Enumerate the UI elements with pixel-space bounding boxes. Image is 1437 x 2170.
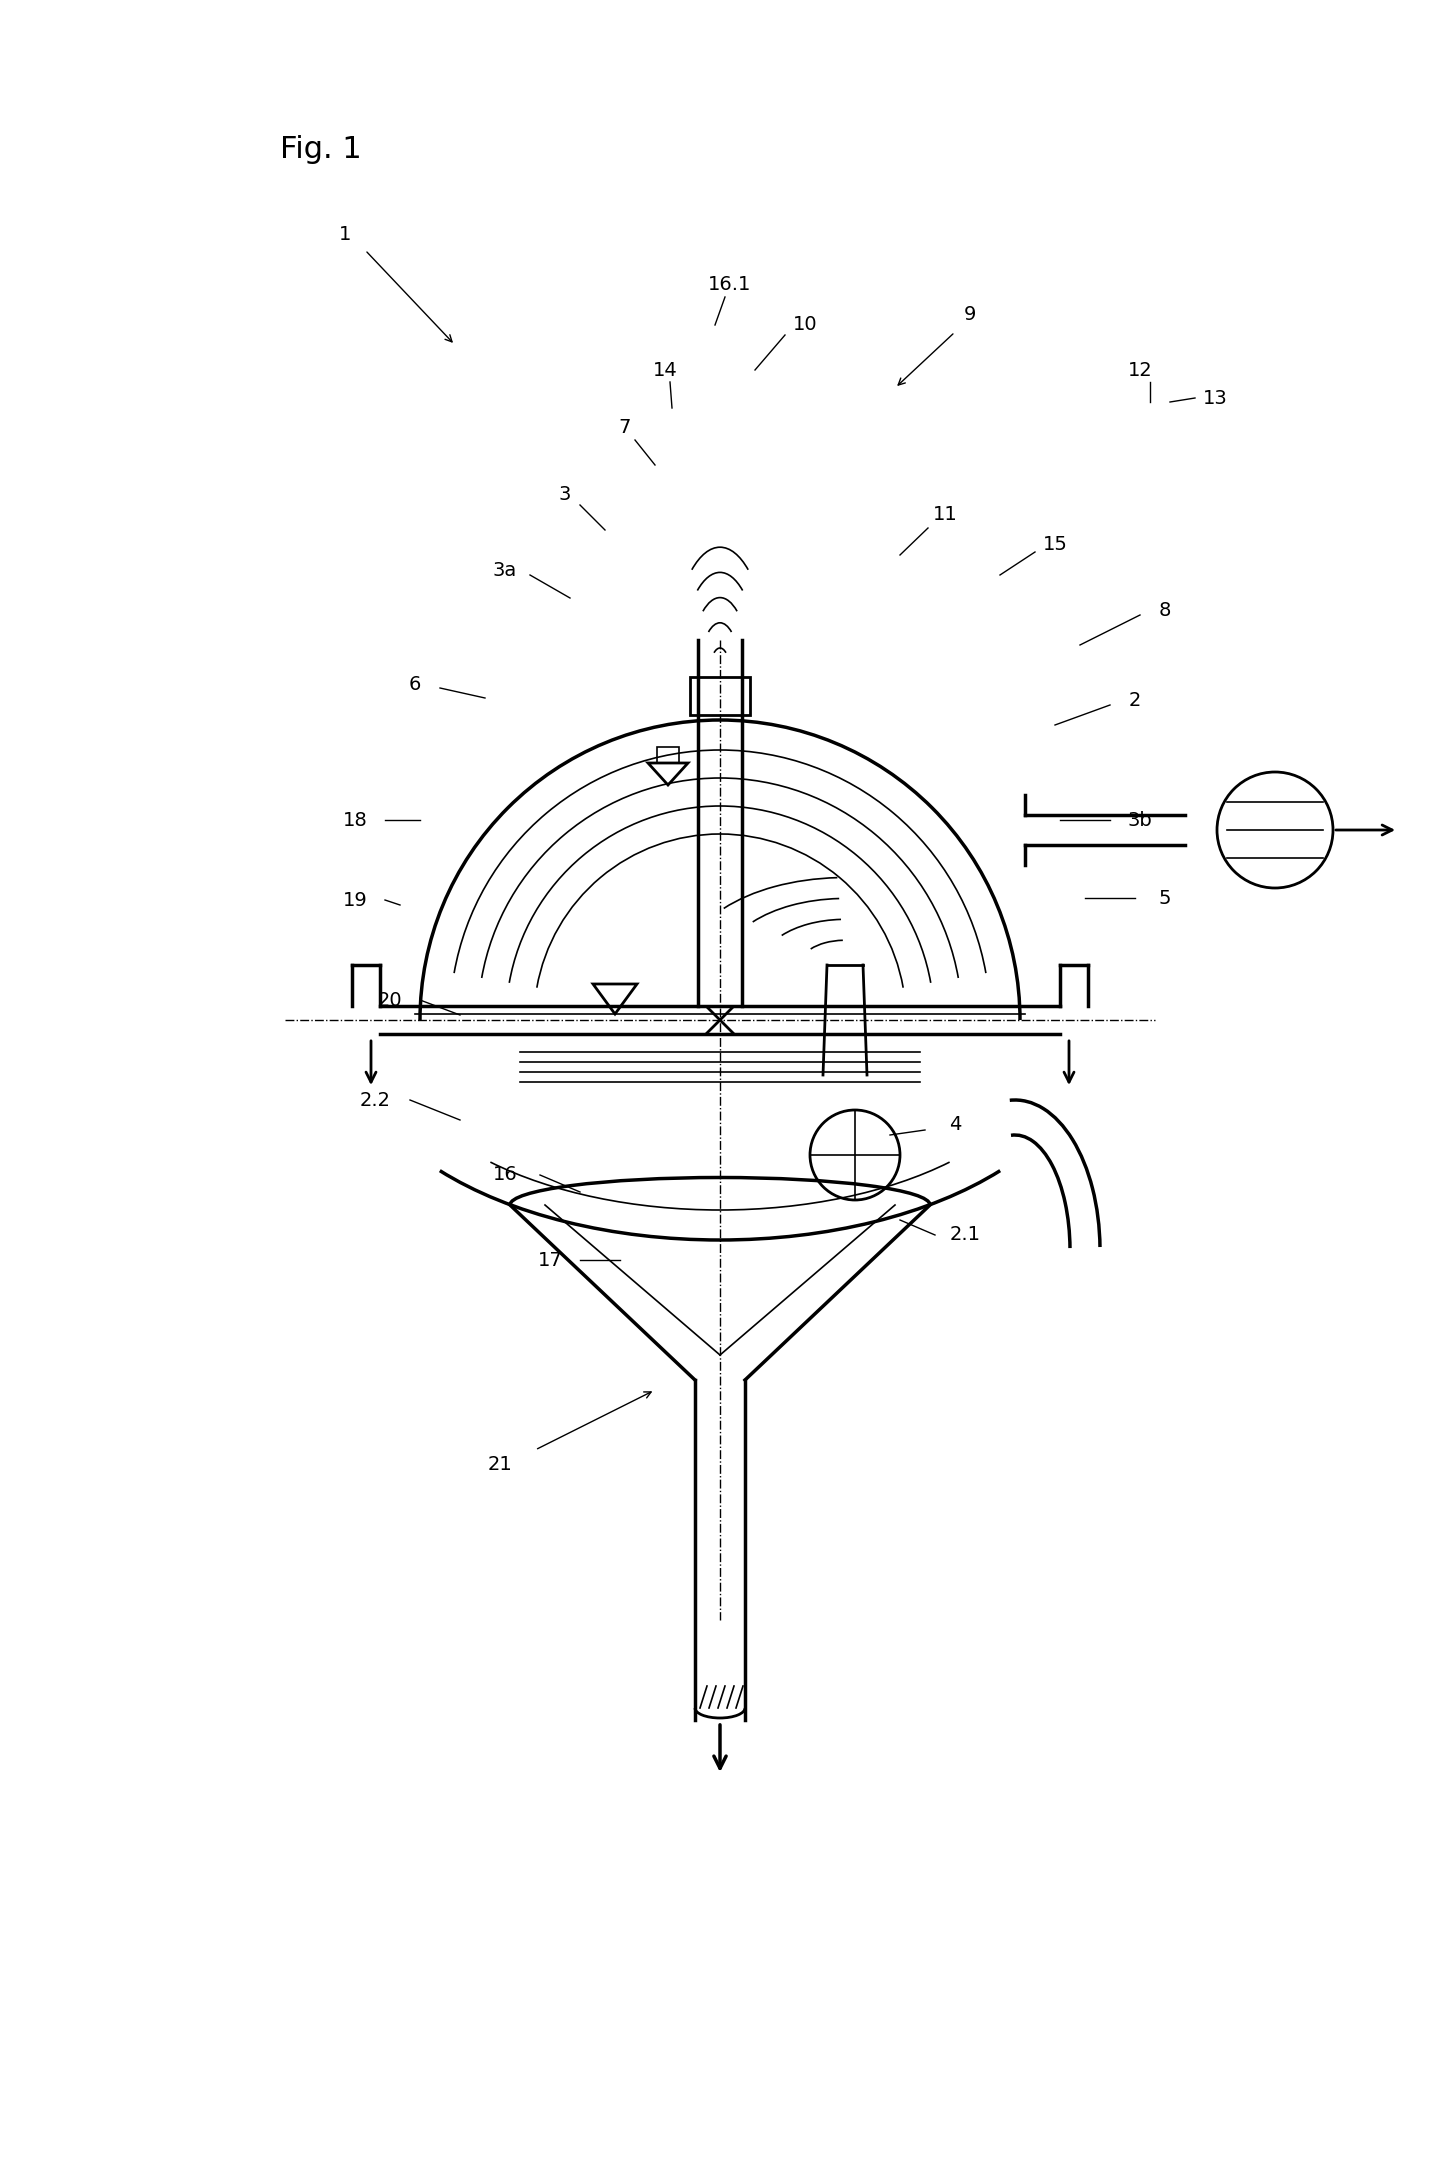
Text: 2: 2 <box>1129 690 1141 710</box>
Text: 3a: 3a <box>493 560 517 579</box>
Text: 17: 17 <box>537 1250 562 1269</box>
Text: 10: 10 <box>793 315 818 334</box>
Bar <box>690 677 750 714</box>
Text: 11: 11 <box>933 506 957 525</box>
Text: 20: 20 <box>378 990 402 1009</box>
Text: 21: 21 <box>487 1456 513 1473</box>
Text: 16: 16 <box>493 1165 517 1185</box>
Text: 18: 18 <box>342 812 368 829</box>
Text: 1: 1 <box>339 226 351 245</box>
Text: 2.2: 2.2 <box>359 1092 391 1109</box>
Text: 12: 12 <box>1128 360 1152 380</box>
Text: 15: 15 <box>1043 536 1068 556</box>
Text: 2.1: 2.1 <box>950 1226 980 1246</box>
Text: 9: 9 <box>964 306 976 326</box>
Text: 6: 6 <box>408 675 421 694</box>
Text: 16.1: 16.1 <box>708 276 752 295</box>
Text: 19: 19 <box>342 890 368 909</box>
Text: Fig. 1: Fig. 1 <box>280 135 362 165</box>
Bar <box>657 746 680 764</box>
Text: 4: 4 <box>948 1115 961 1135</box>
Text: 3b: 3b <box>1128 812 1152 829</box>
Text: 14: 14 <box>652 360 677 380</box>
Text: 5: 5 <box>1158 888 1171 907</box>
Text: 3: 3 <box>559 486 570 503</box>
Text: 13: 13 <box>1203 388 1227 408</box>
Text: 8: 8 <box>1158 601 1171 618</box>
Text: 7: 7 <box>619 419 631 438</box>
